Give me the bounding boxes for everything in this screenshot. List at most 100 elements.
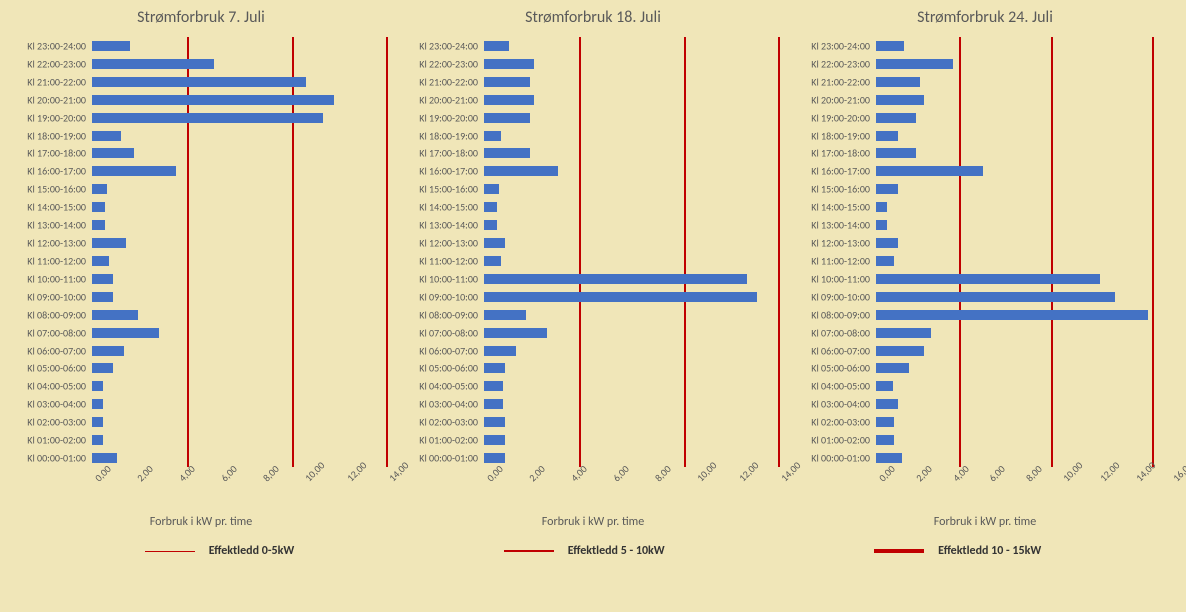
bar [876,41,904,51]
bar [876,113,916,123]
y-axis-label: Kl 23:00-24:00 [27,39,86,52]
bar [484,328,547,338]
legend-line-icon [874,549,924,553]
legend-label: Effektledd 5 - 10kW [568,544,665,558]
plot-area [484,37,778,467]
y-axis-label: Kl 20:00-21:00 [419,93,478,106]
y-axis-label: Kl 17:00-18:00 [419,147,478,160]
bar [876,363,909,373]
legend-line-icon [504,550,554,552]
y-axis-label: Kl 12:00-13:00 [419,237,478,250]
y-axis-label: Kl 15:00-16:00 [27,183,86,196]
bar [484,131,501,141]
bar [484,184,499,194]
bar [876,381,893,391]
y-axis-label: Kl 08:00-09:00 [419,308,478,321]
y-axis-label: Kl 22:00-23:00 [27,57,86,70]
bar [484,274,747,284]
y-axis-label: Kl 19:00-20:00 [811,111,870,124]
bar [876,59,953,69]
y-axis-label: Kl 00:00-01:00 [811,452,870,465]
x-axis: 0,002,004,006,008,0010,0012,0014,00 [484,467,778,497]
bar [876,220,887,230]
y-axis-label: Kl 11:00-12:00 [27,254,86,267]
y-axis-label: Kl 11:00-12:00 [419,254,478,267]
y-axis-label: Kl 00:00-01:00 [27,452,86,465]
chart-area: Kl 00:00-01:00Kl 01:00-02:00Kl 02:00-03:… [404,37,782,467]
chart-subtitle: Forbruk i kW pr. time [12,515,390,529]
bar [92,59,214,69]
bar [876,435,894,445]
y-axis-label: Kl 23:00-24:00 [419,39,478,52]
legend-label: Effektledd 10 - 15kW [938,544,1041,558]
y-axis-label: Kl 05:00-06:00 [419,362,478,375]
y-axis-label: Kl 10:00-11:00 [27,272,86,285]
bar [484,399,503,409]
bar [92,77,306,87]
bar [92,238,126,248]
y-axis-label: Kl 18:00-19:00 [27,129,86,142]
bar [92,435,103,445]
y-axis-label: Kl 03:00-04:00 [419,398,478,411]
y-axis-label: Kl 10:00-11:00 [811,272,870,285]
y-axis-label: Kl 20:00-21:00 [811,93,870,106]
y-axis-label: Kl 05:00-06:00 [27,362,86,375]
bar [484,256,501,266]
bar [92,148,134,158]
plot-area [92,37,386,467]
bar [92,453,117,463]
bar [484,238,505,248]
y-axis-label: Kl 12:00-13:00 [27,237,86,250]
bar [92,41,130,51]
y-axis-label: Kl 07:00-08:00 [27,326,86,339]
bar [876,131,898,141]
legend-item: Effektledd 0-5kW [145,544,294,558]
y-axis-label: Kl 15:00-16:00 [419,183,478,196]
bar [876,274,1100,284]
legend-label: Effektledd 0-5kW [209,544,294,558]
y-axis-label: Kl 17:00-18:00 [811,147,870,160]
bar [484,292,757,302]
y-axis-label: Kl 19:00-20:00 [419,111,478,124]
y-axis-label: Kl 02:00-03:00 [419,416,478,429]
bar [484,77,530,87]
y-axis-label: Kl 00:00-01:00 [419,452,478,465]
bar [484,148,530,158]
bar [92,310,138,320]
chart-title: Strømforbruk 24. Juli [796,8,1174,27]
reference-line [684,37,686,467]
reference-line [386,37,388,467]
legend-item: Effektledd 5 - 10kW [504,544,665,558]
bar [876,238,898,248]
bar [484,95,534,105]
y-axis-label: Kl 19:00-20:00 [27,111,86,124]
bar [484,41,509,51]
y-axis-label: Kl 21:00-22:00 [27,75,86,88]
y-axis-label: Kl 09:00-10:00 [419,290,478,303]
bar [484,453,505,463]
y-axis-label: Kl 21:00-22:00 [811,75,870,88]
y-axis-label: Kl 11:00-12:00 [811,254,870,267]
chart-panel-1: Strømforbruk 18. Juli Kl 00:00-01:00Kl 01… [404,8,782,540]
y-axis-label: Kl 14:00-15:00 [27,201,86,214]
chart-title: Strømforbruk 18. Juli [404,8,782,27]
bar [92,381,103,391]
bar [876,77,920,87]
bar [92,328,159,338]
y-axis-label: Kl 08:00-09:00 [27,308,86,321]
bar [484,346,516,356]
bar [484,113,530,123]
x-axis: 0,002,004,006,008,0010,0012,0014,00 [92,467,386,497]
y-axis-label: Kl 06:00-07:00 [27,344,86,357]
bar [92,399,103,409]
bar [484,417,505,427]
y-axis-label: Kl 17:00-18:00 [27,147,86,160]
bar [92,166,176,176]
bar [876,417,894,427]
y-axis-label: Kl 05:00-06:00 [811,362,870,375]
y-axis-label: Kl 16:00-17:00 [811,165,870,178]
y-axis-label: Kl 02:00-03:00 [811,416,870,429]
y-axis-label: Kl 20:00-21:00 [27,93,86,106]
bar [876,328,931,338]
bar [876,184,898,194]
